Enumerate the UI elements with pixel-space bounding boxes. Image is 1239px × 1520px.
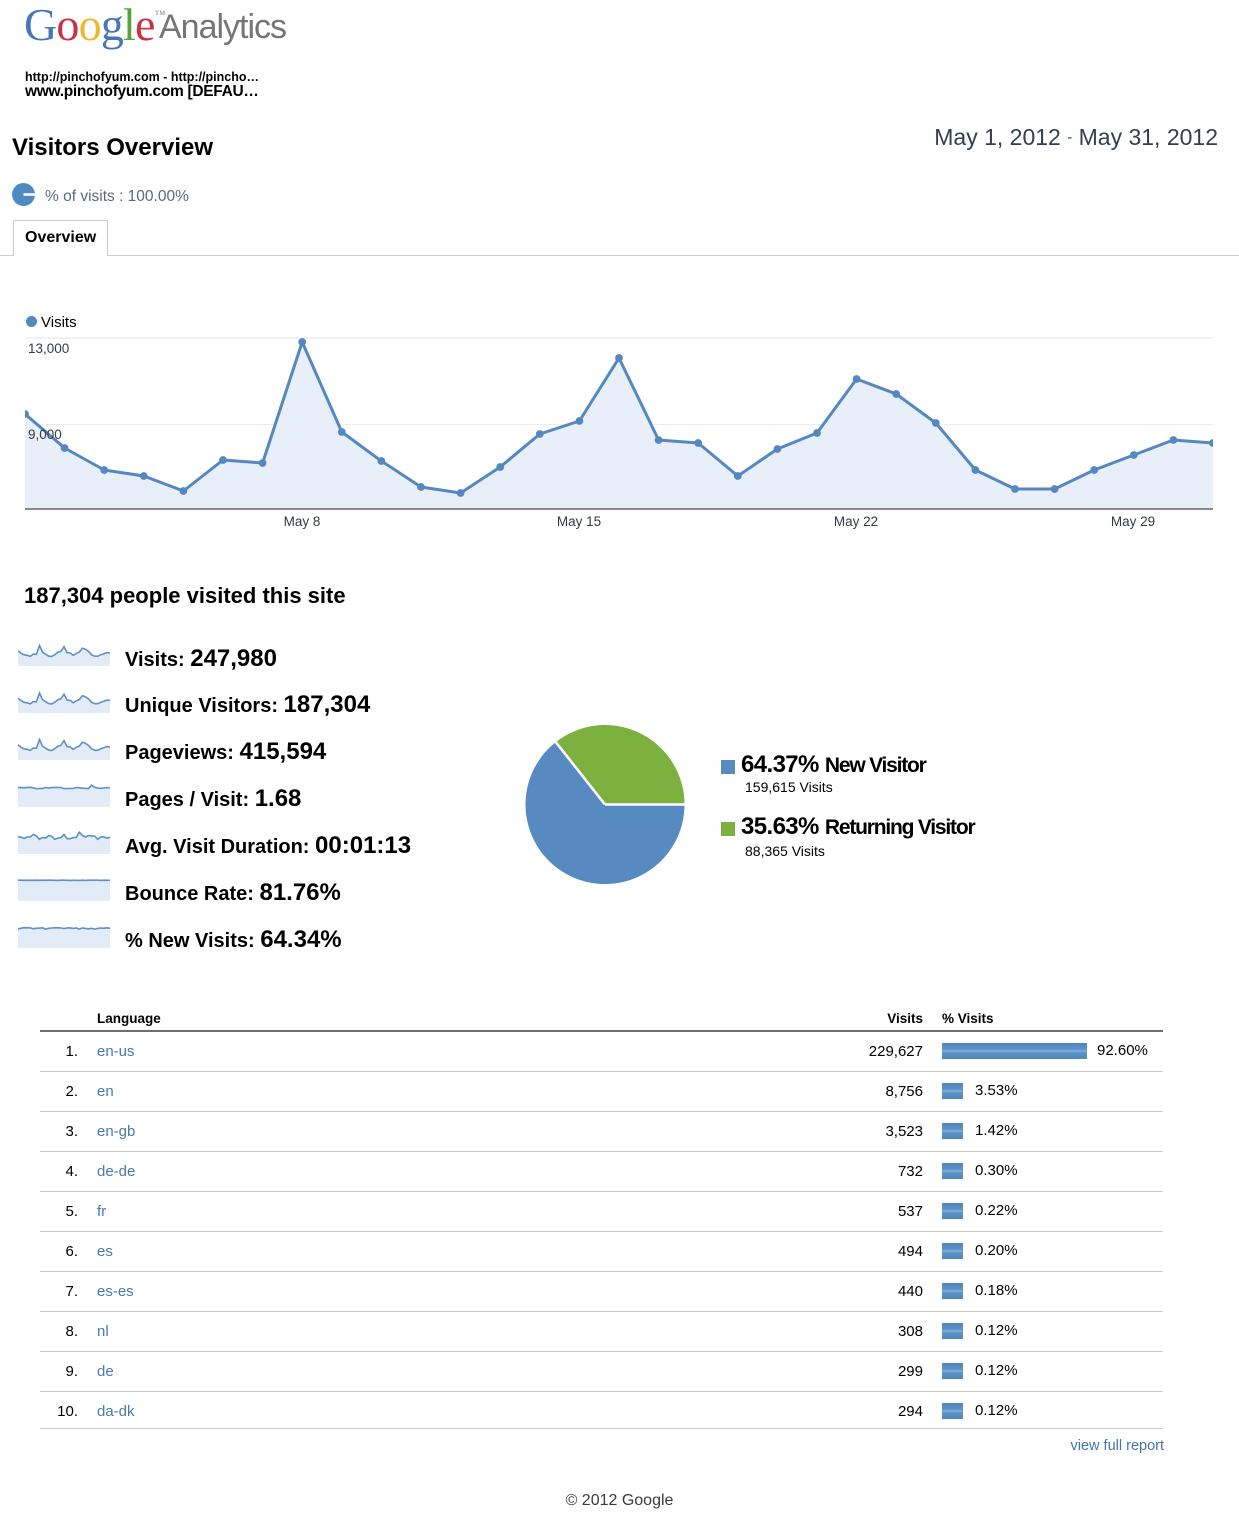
svg-text:May 29: May 29 — [1111, 514, 1155, 529]
svg-text:13,000: 13,000 — [28, 341, 69, 356]
svg-text:May 15: May 15 — [557, 514, 601, 529]
svg-text:9,000: 9,000 — [28, 427, 62, 442]
svg-text:May 22: May 22 — [834, 514, 878, 529]
svg-text:May 8: May 8 — [284, 514, 321, 529]
